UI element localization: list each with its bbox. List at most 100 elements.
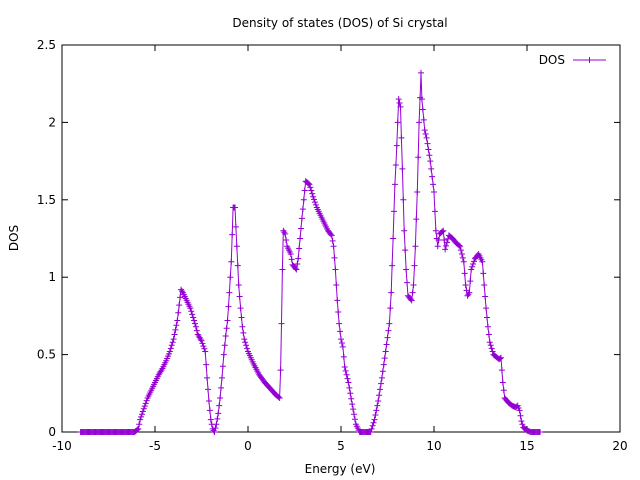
dos-data-point	[372, 411, 379, 418]
dos-data-point	[168, 342, 175, 349]
dos-data-point	[136, 421, 143, 428]
dos-data-point	[423, 134, 430, 141]
dos-data-point	[411, 262, 418, 269]
dos-data-point	[235, 281, 242, 288]
dos-data-point	[431, 208, 438, 215]
dos-data-point	[375, 398, 382, 405]
dos-data-point	[379, 368, 386, 375]
dos-data-point	[135, 425, 142, 432]
dos-data-point	[497, 355, 504, 362]
dos-data-point	[348, 395, 355, 402]
x-tick-label: -5	[149, 439, 161, 453]
dos-data-point	[486, 339, 493, 346]
dos-series-markers	[77, 69, 544, 435]
dos-data-point	[376, 392, 383, 399]
dos-data-point	[140, 405, 147, 412]
dos-data-point	[351, 411, 358, 418]
dos-data-point	[497, 354, 504, 361]
dos-data-point	[487, 342, 494, 349]
dos-data-point	[281, 229, 288, 236]
dos-data-point	[349, 401, 356, 408]
dos-data-point	[374, 402, 381, 409]
dos-data-point	[191, 320, 198, 327]
dos-data-point	[219, 363, 226, 370]
dos-data-point	[427, 158, 434, 165]
dos-data-point	[309, 190, 316, 197]
dos-data-point	[202, 348, 209, 355]
dos-data-point	[237, 305, 244, 312]
dos-data-point	[412, 243, 419, 250]
dos-data-point	[296, 245, 303, 252]
dos-data-point	[414, 189, 421, 196]
dos-data-point	[204, 374, 211, 381]
dos-data-point	[134, 426, 141, 433]
dos-data-point	[482, 293, 489, 300]
dos-data-point	[311, 196, 318, 203]
dos-data-point	[330, 243, 337, 250]
dos-data-point	[378, 374, 385, 381]
dos-data-point	[390, 235, 397, 242]
dos-data-point	[220, 351, 227, 358]
dos-data-point	[229, 231, 236, 238]
dos-data-point	[483, 305, 490, 312]
dos-data-point	[338, 336, 344, 343]
dos-data-point	[228, 258, 235, 265]
dos-data-point	[484, 314, 491, 321]
dos-data-point	[336, 320, 343, 327]
dos-data-point	[308, 187, 315, 194]
dos-data-point	[142, 400, 149, 407]
y-tick-label: 2	[48, 115, 56, 129]
dos-data-point	[347, 390, 354, 397]
dos-data-point	[389, 262, 396, 269]
dos-data-point	[141, 403, 148, 410]
legend: DOS	[539, 53, 606, 67]
dos-data-point	[221, 342, 228, 349]
dos-data-point	[174, 317, 181, 324]
dos-data-point	[188, 308, 195, 315]
dos-data-point	[187, 305, 194, 312]
dos-data-point	[288, 256, 295, 263]
dos-data-point	[334, 297, 341, 304]
dos-data-point	[337, 328, 344, 335]
dos-data-point	[169, 339, 176, 346]
dos-data-point	[338, 339, 345, 346]
dos-data-point	[369, 422, 376, 429]
dos-data-point	[173, 322, 180, 329]
dos-data-point	[207, 416, 214, 423]
dos-data-point	[439, 228, 446, 235]
dos-data-point	[431, 189, 437, 196]
dos-data-point	[517, 412, 524, 419]
dos-data-point	[137, 416, 144, 423]
dos-data-point	[381, 355, 388, 362]
dos-data-point	[294, 261, 301, 268]
dos-data-point	[391, 181, 398, 188]
dos-data-point	[297, 235, 304, 242]
dos-data-point	[298, 215, 305, 222]
dos-data-point	[392, 161, 399, 168]
axes: -10 -5 0 5 10 15 20 0 0.5 1 1.5 2 2.5	[37, 38, 628, 453]
dos-data-point	[498, 367, 505, 374]
dos-data-point	[241, 336, 248, 343]
dos-data-point	[198, 337, 205, 344]
dos-data-point	[278, 320, 285, 327]
x-tick-label: -10	[52, 439, 72, 453]
dos-data-point	[200, 343, 207, 350]
y-tick-label: 2.5	[37, 38, 56, 52]
dos-data-point	[537, 429, 544, 435]
dos-data-point	[240, 329, 247, 336]
dos-data-point	[238, 314, 245, 321]
dos-data-point	[467, 278, 474, 285]
dos-data-point	[480, 270, 487, 277]
dos-data-point	[385, 327, 392, 334]
dos-data-point	[459, 254, 466, 261]
dos-data-point	[388, 289, 395, 296]
dos-data-point	[391, 208, 398, 215]
dos-data-point	[307, 184, 314, 191]
dos-data-point	[466, 289, 473, 296]
dos-data-point	[393, 142, 400, 149]
dos-data-point	[401, 227, 408, 234]
dos-data-point	[443, 242, 450, 249]
dos-data-point	[430, 181, 437, 188]
dos-data-point	[519, 421, 526, 428]
